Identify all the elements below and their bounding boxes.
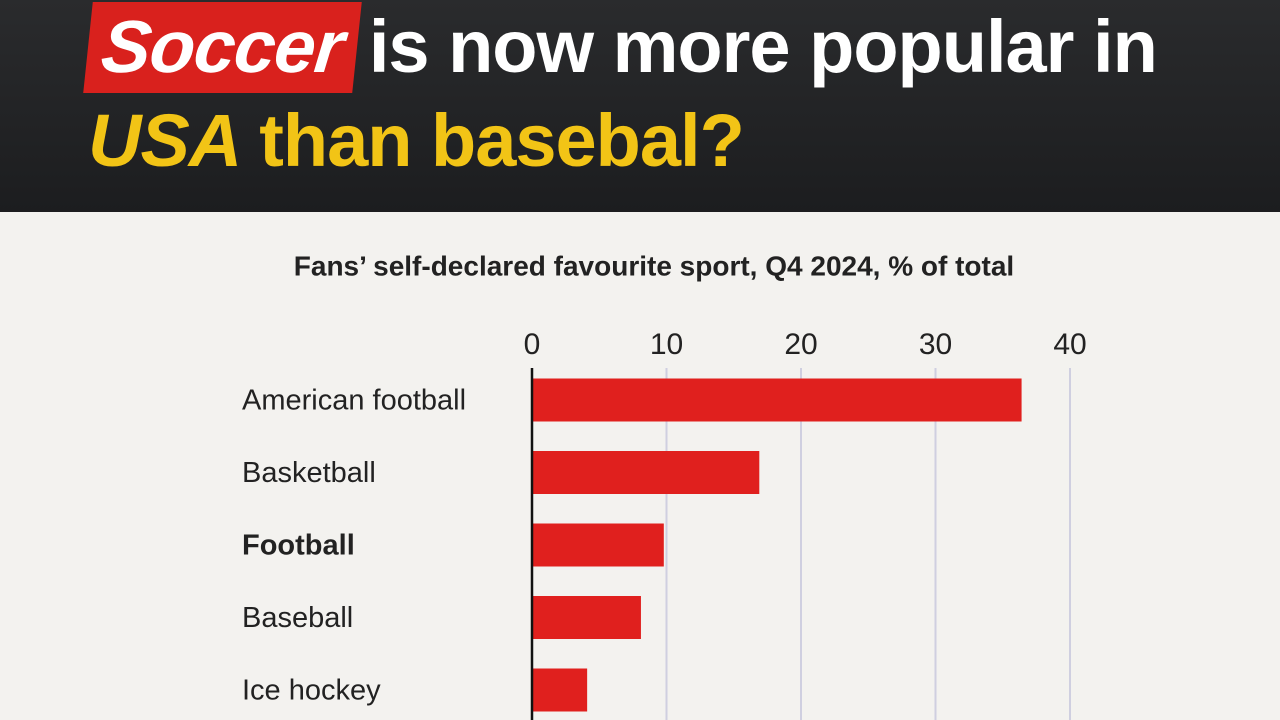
chart: Fans’ self-declared favourite sport, Q4 … — [242, 250, 1087, 720]
x-tick-label: 10 — [650, 328, 683, 361]
x-tick-label: 30 — [919, 328, 952, 361]
headline-text: is now more popular in — [368, 5, 1158, 88]
bar — [532, 596, 641, 639]
headline-text: than basebal? — [259, 99, 745, 182]
headline-emphasis: USA — [88, 99, 242, 182]
bar — [532, 523, 664, 567]
header: Soccer is now more popular in USA than bas… — [0, 0, 1280, 212]
y-tick-label: Ice hockey — [242, 675, 381, 707]
chart-subtitle: Fans’ self-declared favourite sport, Q4 … — [294, 250, 1014, 281]
headline-line: USA than basebal? — [88, 98, 745, 183]
bar — [532, 378, 1022, 422]
y-tick-label: American football — [242, 385, 466, 417]
headline-highlight: Soccer — [83, 2, 362, 93]
y-tick-label: Baseball — [242, 602, 353, 634]
x-tick-label: 40 — [1053, 328, 1086, 361]
y-tick-label: Football — [242, 530, 355, 562]
bar — [532, 451, 760, 494]
bar — [532, 668, 588, 712]
x-tick-label: 20 — [784, 328, 817, 361]
x-tick-label: 0 — [524, 328, 541, 361]
headline-line: Soccer is now more popular in — [83, 2, 1158, 93]
y-tick-label: Basketball — [242, 457, 376, 489]
